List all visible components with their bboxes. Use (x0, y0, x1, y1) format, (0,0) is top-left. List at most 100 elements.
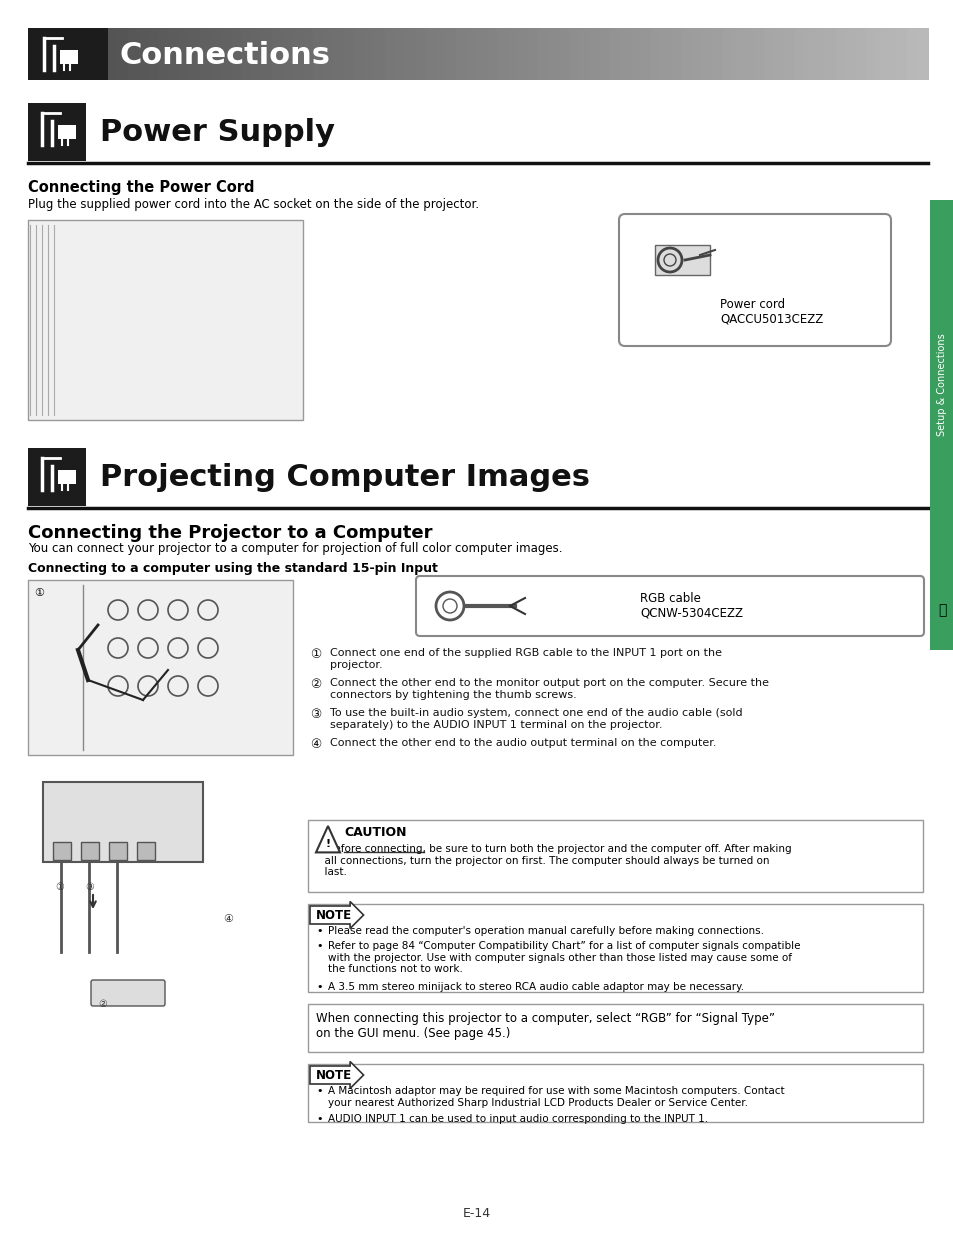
Bar (619, 28, 631, 80)
Bar (308, 904, 923, 992)
Text: ②: ② (98, 999, 107, 1009)
Bar (537, 28, 549, 80)
FancyBboxPatch shape (91, 981, 165, 1007)
Bar (108, 28, 119, 80)
Bar (640, 28, 652, 80)
Text: Connect the other end to the monitor output port on the computer. Secure the
con: Connect the other end to the monitor out… (330, 678, 768, 699)
Bar (28, 580, 293, 755)
Bar (794, 28, 805, 80)
Text: • Before connecting, be sure to turn both the projector and the computer off. Af: • Before connecting, be sure to turn bot… (317, 844, 791, 877)
Text: •: • (315, 1114, 322, 1124)
Bar (517, 28, 529, 80)
Text: QACCU5013CEZZ: QACCU5013CEZZ (720, 312, 822, 325)
Text: NOTE: NOTE (315, 909, 352, 923)
Text: Power Supply: Power Supply (100, 119, 335, 147)
Bar (179, 28, 191, 80)
Text: •: • (315, 982, 322, 992)
Text: ④: ④ (223, 914, 233, 924)
Bar (60, 49, 78, 64)
Bar (53, 842, 71, 860)
Bar (323, 28, 335, 80)
Bar (835, 28, 846, 80)
Text: CAUTION: CAUTION (344, 826, 406, 839)
Text: ②: ② (310, 678, 321, 692)
Bar (651, 28, 661, 80)
Text: To use the built-in audio system, connect one end of the audio cable (sold
separ: To use the built-in audio system, connec… (330, 708, 741, 730)
Bar (446, 28, 457, 80)
Text: Connections: Connections (120, 42, 331, 70)
Text: •: • (315, 1086, 322, 1095)
Text: ①: ① (310, 648, 321, 661)
Text: !: ! (325, 839, 331, 848)
Bar (282, 28, 294, 80)
Bar (272, 28, 283, 80)
Bar (138, 28, 150, 80)
Bar (43, 782, 203, 862)
Text: Connecting the Power Cord: Connecting the Power Cord (28, 180, 254, 195)
Bar (118, 28, 130, 80)
Text: AUDIO INPUT 1 can be used to input audio corresponding to the INPUT 1.: AUDIO INPUT 1 can be used to input audio… (328, 1114, 707, 1124)
Bar (261, 28, 273, 80)
Bar (507, 28, 518, 80)
Bar (897, 28, 907, 80)
Bar (742, 28, 754, 80)
Bar (824, 28, 836, 80)
Bar (763, 28, 775, 80)
Bar (405, 28, 416, 80)
Bar (548, 28, 559, 80)
Text: Connect the other end to the audio output terminal on the computer.: Connect the other end to the audio outpu… (330, 739, 716, 748)
Bar (293, 28, 303, 80)
Bar (252, 28, 262, 80)
Bar (804, 28, 816, 80)
Bar (384, 28, 395, 80)
Bar (308, 1065, 923, 1123)
Bar (28, 772, 308, 1062)
Bar (308, 820, 923, 892)
Bar (395, 28, 406, 80)
Bar (886, 28, 898, 80)
Bar (753, 28, 764, 80)
Text: Plug the supplied power cord into the AC socket on the side of the projector.: Plug the supplied power cord into the AC… (28, 198, 478, 211)
Bar (137, 842, 154, 860)
Bar (241, 28, 253, 80)
Bar (497, 28, 508, 80)
Text: •: • (315, 926, 322, 936)
Bar (425, 28, 436, 80)
Bar (681, 28, 693, 80)
Text: A 3.5 mm stereo minijack to stereo RCA audio cable adaptor may be necessary.: A 3.5 mm stereo minijack to stereo RCA a… (328, 982, 743, 992)
Text: Connecting to a computer using the standard 15-pin Input: Connecting to a computer using the stand… (28, 562, 437, 576)
Text: A Macintosh adaptor may be required for use with some Macintosh computers. Conta: A Macintosh adaptor may be required for … (328, 1086, 783, 1108)
Bar (856, 28, 866, 80)
Bar (170, 28, 180, 80)
Bar (733, 28, 743, 80)
Text: You can connect your projector to a computer for projection of full color comput: You can connect your projector to a comp… (28, 542, 562, 555)
Bar (343, 28, 355, 80)
Bar (599, 28, 611, 80)
Bar (487, 28, 498, 80)
Text: RGB cable: RGB cable (639, 592, 700, 605)
FancyBboxPatch shape (416, 576, 923, 636)
Bar (308, 1004, 923, 1052)
Bar (722, 28, 734, 80)
Bar (81, 842, 99, 860)
Bar (313, 28, 324, 80)
Bar (28, 448, 86, 506)
Text: ③: ③ (310, 708, 321, 721)
Bar (671, 28, 682, 80)
Bar (929, 571, 953, 650)
Bar (701, 28, 713, 80)
Bar (610, 28, 620, 80)
Bar (906, 28, 918, 80)
Bar (929, 200, 953, 571)
Bar (456, 28, 467, 80)
Bar (876, 28, 887, 80)
Bar (364, 28, 375, 80)
Text: Refer to page 84 “Computer Compatibility Chart” for a list of computer signals c: Refer to page 84 “Computer Compatibility… (328, 941, 800, 974)
Bar (815, 28, 825, 80)
Bar (845, 28, 857, 80)
Bar (200, 28, 212, 80)
Text: ①: ① (34, 588, 44, 598)
Bar (692, 28, 702, 80)
FancyBboxPatch shape (310, 902, 363, 929)
Bar (220, 28, 232, 80)
